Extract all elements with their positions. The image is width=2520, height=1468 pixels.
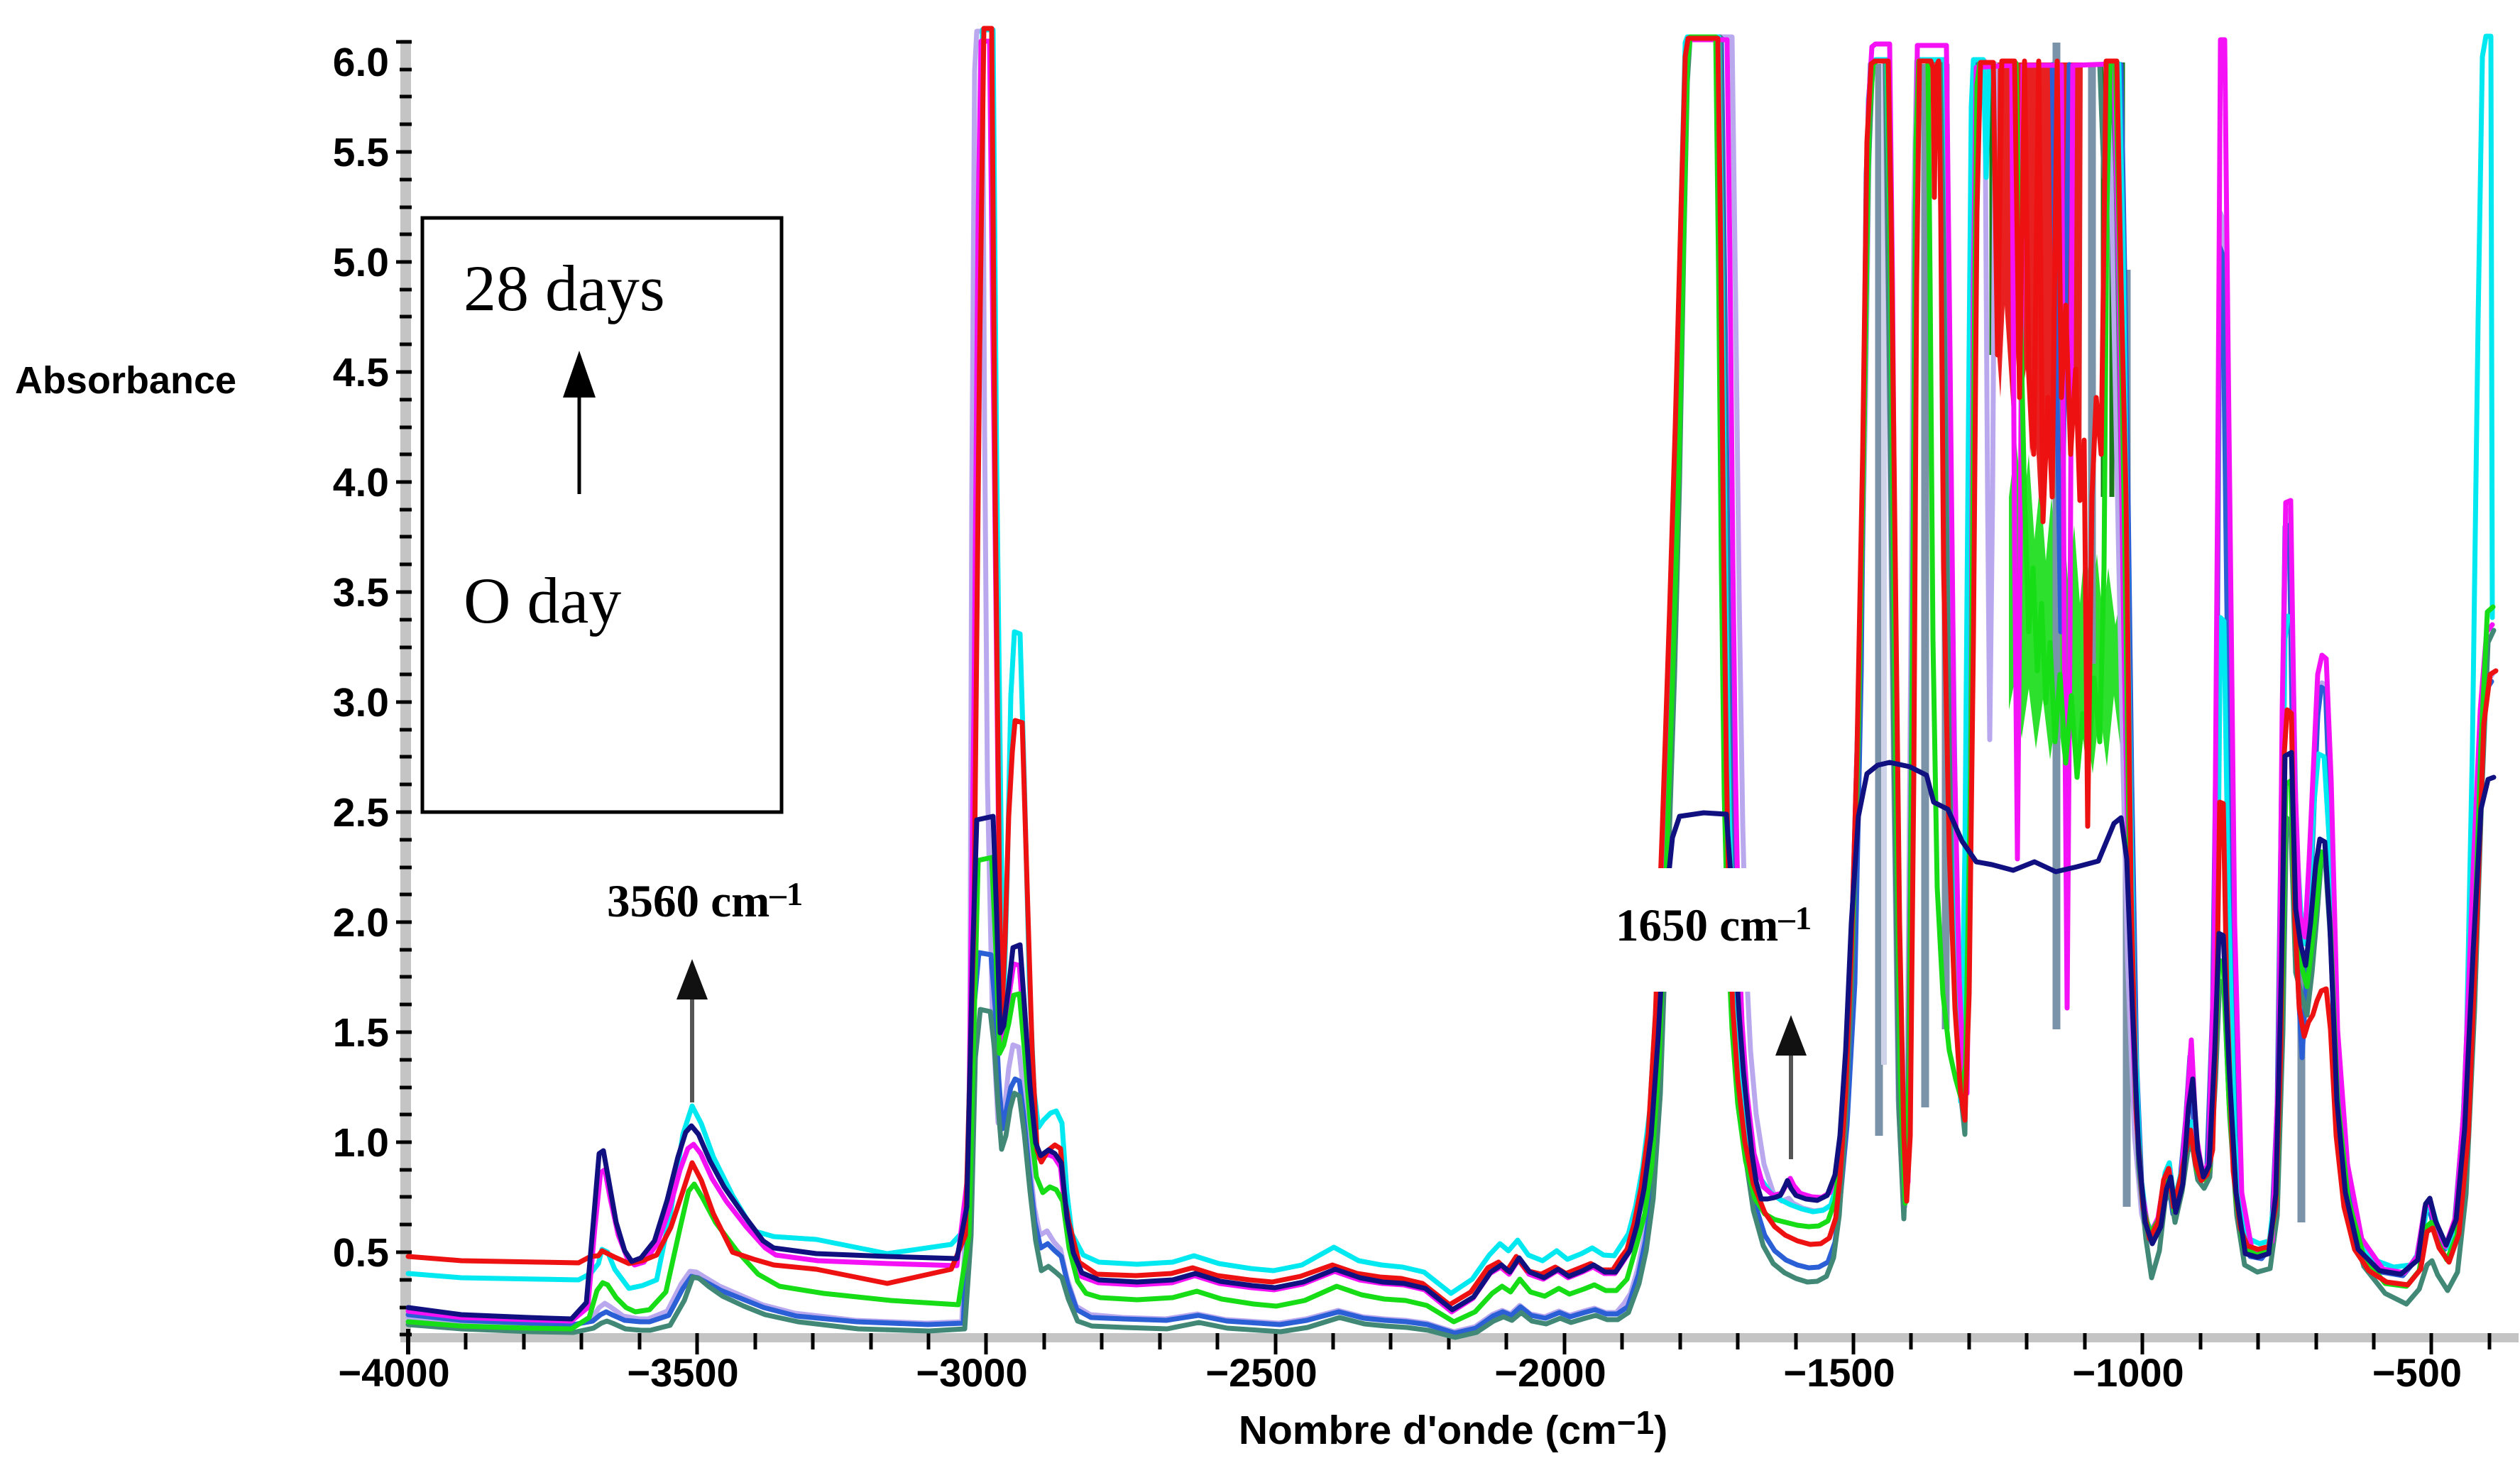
svg-text:−1000: −1000 <box>2072 1350 2184 1395</box>
svg-text:0.5: 0.5 <box>333 1230 389 1276</box>
svg-text:2.5: 2.5 <box>333 790 389 836</box>
svg-text:−4000: −4000 <box>338 1350 449 1395</box>
svg-text:−3000: −3000 <box>916 1350 1027 1395</box>
svg-text:1.0: 1.0 <box>333 1120 389 1166</box>
svg-text:1.5: 1.5 <box>333 1010 389 1056</box>
svg-text:−2500: −2500 <box>1205 1350 1317 1395</box>
svg-text:28 days: 28 days <box>464 252 665 324</box>
svg-text:3.5: 3.5 <box>333 570 389 615</box>
svg-text:5.5: 5.5 <box>333 130 389 175</box>
svg-text:4.0: 4.0 <box>333 460 389 505</box>
svg-text:O day: O day <box>464 564 621 637</box>
svg-text:6.0: 6.0 <box>333 40 389 85</box>
svg-text:−2000: −2000 <box>1494 1350 1606 1395</box>
svg-text:2.0: 2.0 <box>333 900 389 946</box>
svg-text:3.0: 3.0 <box>333 680 389 725</box>
svg-text:−3500: −3500 <box>627 1350 738 1395</box>
svg-text:4.5: 4.5 <box>333 350 389 395</box>
svg-text:−500: −500 <box>2372 1350 2462 1395</box>
svg-text:Nombre d'onde (cm−1): Nombre d'onde (cm−1) <box>1239 1404 1667 1453</box>
svg-text:−1500: −1500 <box>1783 1350 1895 1395</box>
svg-text:Absorbance: Absorbance <box>15 359 236 402</box>
svg-text:5.0: 5.0 <box>333 240 389 285</box>
svg-text:1650 cm–1: 1650 cm–1 <box>1616 900 1812 951</box>
